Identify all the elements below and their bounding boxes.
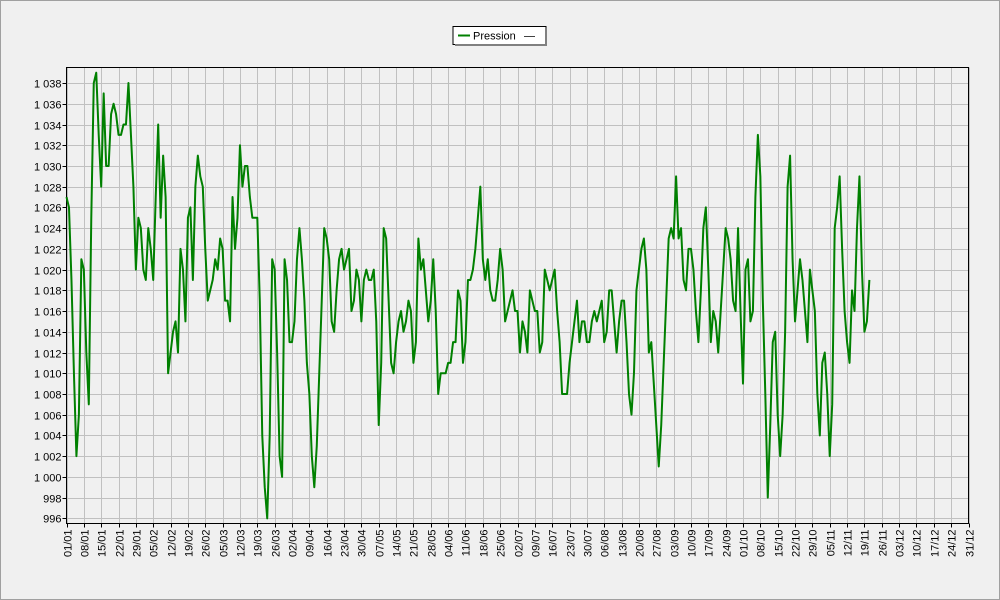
x-tick-label: 27/08 <box>652 530 664 558</box>
plot-border <box>66 67 969 524</box>
x-tick-label: 22/10 <box>791 530 803 558</box>
x-tick-label: 08/10 <box>756 530 768 558</box>
x-tick-label: 03/12 <box>895 530 907 558</box>
x-tick-label: 25/06 <box>496 530 508 558</box>
y-tick-label: 1 038 <box>34 79 62 91</box>
y-tick-label: 1 014 <box>34 328 62 340</box>
y-tick-label: 1 016 <box>34 307 62 319</box>
x-tick-label: 29/10 <box>808 530 820 558</box>
x-tick-label: 30/04 <box>357 530 369 558</box>
grid <box>66 67 970 524</box>
x-tick-label: 12/03 <box>236 530 248 558</box>
x-tick-label: 21/05 <box>409 530 421 558</box>
x-tick-label: 07/05 <box>375 530 387 558</box>
x-tick-label: 16/07 <box>548 530 560 558</box>
legend-label-pression: Pression <box>473 31 516 43</box>
x-tick-label: 19/02 <box>184 530 196 558</box>
y-tick-label: 1 006 <box>34 411 62 423</box>
x-tick-label: 10/12 <box>912 530 924 558</box>
x-tick-label: 23/07 <box>566 530 578 558</box>
y-tick-label: 1 018 <box>34 286 62 298</box>
x-tick-label: 16/04 <box>323 530 335 558</box>
y-tick-label: 1 020 <box>34 266 62 278</box>
x-tick-label: 14/05 <box>392 530 404 558</box>
x-tick-label: 26/03 <box>271 530 283 558</box>
y-tick-label: 1 024 <box>34 224 62 236</box>
x-tick-label: 02/07 <box>514 530 526 558</box>
x-tick-label: 17/12 <box>930 530 942 558</box>
legend: Pression — <box>452 26 547 46</box>
x-tick-label: 30/07 <box>583 530 595 558</box>
x-tick-label: 15/01 <box>97 530 109 558</box>
plot-area <box>66 67 969 524</box>
y-tick-label: 996 <box>43 514 61 526</box>
x-tick-label: 24/09 <box>722 530 734 558</box>
y-tick-label: 1 032 <box>34 141 62 153</box>
x-tick-label: 01/01 <box>63 530 75 558</box>
x-tick-label: 19/11 <box>860 530 872 557</box>
y-tick-label: 1 030 <box>34 162 62 174</box>
x-tick-label: 08/01 <box>80 530 92 558</box>
x-tick-label: 23/04 <box>340 530 352 558</box>
y-tick-label: 1 026 <box>34 203 62 215</box>
x-tick-label: 03/09 <box>670 530 682 558</box>
y-tick-label: 1 000 <box>34 473 62 485</box>
x-tick-label: 22/01 <box>115 530 127 558</box>
x-tick-label: 05/11 <box>826 530 838 557</box>
y-tick-label: 1 010 <box>34 369 62 381</box>
x-tick-label: 19/03 <box>253 530 265 558</box>
y-tick-label: 1 034 <box>34 121 62 133</box>
series-layer <box>65 71 871 520</box>
x-tick-label: 12/11 <box>843 530 855 557</box>
y-tick-label: 1 036 <box>34 100 62 112</box>
y-tick-label: 1 022 <box>34 245 62 257</box>
x-tick-label: 05/03 <box>219 530 231 558</box>
x-tick-label: 06/08 <box>600 530 612 558</box>
x-tick-label: 24/12 <box>947 530 959 558</box>
x-tick-label: 29/01 <box>132 530 144 558</box>
x-tick-label: 26/02 <box>201 530 213 558</box>
x-tick-label: 26/11 <box>878 530 890 557</box>
x-tick-label: 28/05 <box>427 530 439 558</box>
y-tick-label: 1 004 <box>34 431 62 443</box>
x-tick-label: 17/09 <box>704 530 716 558</box>
x-tick-label: 09/07 <box>531 530 543 558</box>
x-tick-label: 01/10 <box>739 530 751 558</box>
x-tick-label: 31/12 <box>965 530 977 558</box>
x-tick-label: 09/04 <box>305 530 317 558</box>
x-tick-label: 04/06 <box>444 530 456 558</box>
x-axis: 01/01 08/01 15/01 22/01 29/01 05/02 12/02 19/02… <box>63 523 977 558</box>
series-line-pression <box>65 71 871 520</box>
y-tick-label: 1 012 <box>34 349 62 361</box>
y-tick-label: 1 008 <box>34 390 62 402</box>
y-tick-label: 998 <box>43 494 61 506</box>
legend-label-dash: — <box>524 31 535 43</box>
legend-shadow <box>545 28 547 45</box>
y-axis: 996 998 1 000 1 002 1 004 1 006 1 008 1 010 1 01… <box>34 79 67 526</box>
x-tick-label: 15/10 <box>774 530 786 558</box>
x-tick-label: 12/02 <box>167 530 179 558</box>
y-tick-label: 1 002 <box>34 452 62 464</box>
x-tick-label: 05/02 <box>149 530 161 558</box>
legend-shadow-bottom <box>455 44 547 46</box>
x-tick-label: 18/06 <box>479 530 491 558</box>
x-tick-label: 02/04 <box>288 530 300 558</box>
x-tick-label: 10/09 <box>687 530 699 558</box>
y-tick-label: 1 028 <box>34 183 62 195</box>
x-tick-label: 11/06 <box>461 530 473 557</box>
x-tick-label: 13/08 <box>618 530 630 558</box>
x-tick-label: 20/08 <box>635 530 647 558</box>
